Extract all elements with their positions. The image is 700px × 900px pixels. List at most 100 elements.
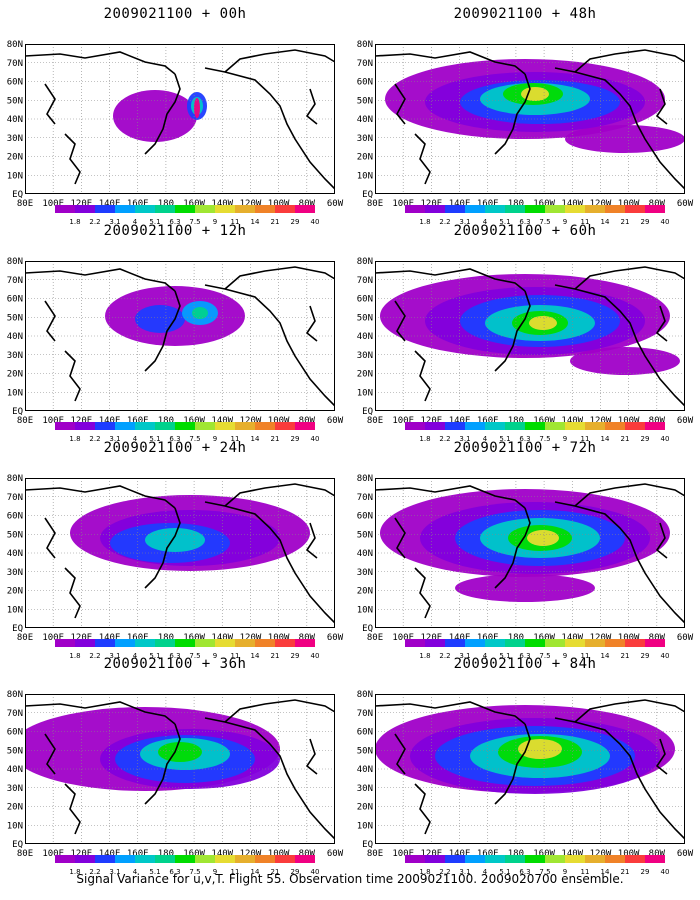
x-tick-label: 100W	[618, 633, 640, 643]
x-tick-label: 120E	[421, 416, 443, 426]
y-tick-label: 70N	[357, 709, 373, 719]
colorbar-swatch	[135, 639, 155, 647]
colorbar-swatch	[195, 422, 215, 430]
coastline	[574, 49, 685, 73]
colorbar-label: 11	[581, 652, 590, 660]
panel-84h: 2009021100 + 84h 80E 100E 120E 140E 160E 180 1…	[355, 656, 695, 876]
coastline	[375, 51, 526, 75]
colorbar-label: 21	[271, 868, 280, 876]
x-tick-label: 120W	[240, 416, 262, 426]
x-tick-label: 180	[508, 633, 524, 643]
colorbar-label: 7.5	[539, 218, 550, 226]
x-tick-label: 120W	[590, 849, 612, 859]
panel-00h: 2009021100 + 00h 80E 100E 120E 140E 160E 180 1…	[5, 6, 345, 226]
colorbar-label: 5.1	[499, 218, 510, 226]
coastline	[224, 483, 335, 507]
x-tick-label: 80E	[17, 849, 33, 859]
x-tick-label: 140W	[561, 199, 583, 209]
y-tick-label: 40N	[7, 332, 23, 342]
y-tick-label: 80N	[7, 257, 23, 267]
x-tick-label: 60W	[677, 633, 694, 643]
variance-contour	[145, 528, 205, 552]
colorbar-swatch	[255, 422, 275, 430]
map-plot	[375, 261, 685, 411]
colorbar-label: 9	[213, 868, 217, 876]
colorbar-labels: 1.8 2.2 3.1 4 5.1 6.3 7.5 9 11 14 21 29 40	[419, 435, 669, 443]
x-tick-label: 120W	[590, 199, 612, 209]
colorbar-label: 29	[291, 435, 300, 443]
colorbar-label: 14	[251, 218, 260, 226]
x-tick-label: 140E	[99, 633, 121, 643]
x-tick-label: 160W	[533, 416, 555, 426]
x-tick-label: 120W	[590, 416, 612, 426]
coastline	[494, 723, 531, 805]
coastline	[204, 284, 335, 407]
colorbar-label: 40	[661, 218, 670, 226]
y-tick-label: 70N	[7, 276, 23, 286]
colorbar-label: 4	[483, 868, 488, 876]
y-tick-label: 40N	[357, 549, 373, 559]
coastline	[655, 305, 668, 342]
x-tick-label: 140E	[99, 849, 121, 859]
colorbar-swatch	[75, 639, 95, 647]
x-tick-label: 100E	[42, 849, 64, 859]
colorbar-labels: 1.8 2.2 3.1 4 5.1 6.3 7.5 9 11 14 21 29 40	[69, 435, 319, 443]
colorbar-label: 7.5	[539, 435, 550, 443]
colorbar-label: 5.1	[149, 868, 160, 876]
colorbar-swatch	[295, 855, 315, 863]
colorbar-label: 40	[661, 652, 670, 660]
colorbar-label: 3.1	[459, 218, 470, 226]
colorbar-swatch	[505, 422, 525, 430]
map-plot	[25, 694, 335, 844]
y-tick-label: 40N	[7, 549, 23, 559]
colorbar-label: 6.3	[169, 435, 180, 443]
colorbar-swatch	[55, 639, 75, 647]
y-tick-label: 40N	[357, 332, 373, 342]
colorbar-swatch	[75, 205, 95, 213]
x-tick-label: 140W	[211, 849, 233, 859]
x-tick-label: 100E	[392, 199, 414, 209]
x-tick-label: 160E	[477, 633, 499, 643]
colorbar-swatch	[175, 855, 195, 863]
coastline	[44, 517, 56, 559]
y-tick-label: 10N	[357, 171, 373, 181]
colorbar-swatch	[55, 855, 75, 863]
x-tick-label: 160W	[533, 633, 555, 643]
colorbar-label: 11	[231, 218, 240, 226]
coastline	[224, 49, 335, 73]
colorbar-swatch	[255, 639, 275, 647]
colorbar-swatch	[135, 205, 155, 213]
x-tick-label: 120W	[240, 633, 262, 643]
coastline	[574, 483, 685, 507]
colorbar-swatch	[425, 639, 445, 647]
panel-title: 2009021100 + 24h	[103, 440, 247, 456]
colorbar-labels: 1.8 2.2 3.1 4 5.1 6.3 7.5 9 11 14 21 29 40	[69, 218, 319, 226]
map-plot	[25, 261, 335, 411]
map-plot	[375, 478, 685, 628]
colorbar-swatch	[275, 855, 295, 863]
x-tick-label: 160W	[183, 633, 205, 643]
colorbar-label: 2.2	[439, 218, 450, 226]
x-tick-label: 80W	[299, 199, 316, 209]
y-tick-label: 20N	[7, 587, 23, 597]
colorbar-label: 7.5	[189, 652, 200, 660]
coastline	[144, 507, 181, 589]
colorbar-label: 14	[601, 868, 610, 876]
coastline	[25, 51, 176, 75]
x-tick-label: 160E	[127, 849, 149, 859]
y-tick-label: 30N	[7, 568, 23, 578]
y-tick-label: 60N	[357, 295, 373, 305]
coastline	[394, 517, 406, 559]
colorbar-label: 5.1	[149, 218, 160, 226]
map-frame	[375, 694, 685, 844]
colorbar-swatch	[505, 639, 525, 647]
colorbar-label: 21	[621, 435, 630, 443]
colorbar-label: 6.3	[169, 652, 180, 660]
colorbar-label: 1.8	[419, 868, 430, 876]
coastline	[44, 83, 56, 125]
coastline	[554, 717, 685, 840]
y-tick-label: 60N	[7, 295, 23, 305]
colorbar-label: 29	[641, 218, 650, 226]
colorbar-swatch	[465, 639, 485, 647]
coastline	[64, 133, 81, 185]
